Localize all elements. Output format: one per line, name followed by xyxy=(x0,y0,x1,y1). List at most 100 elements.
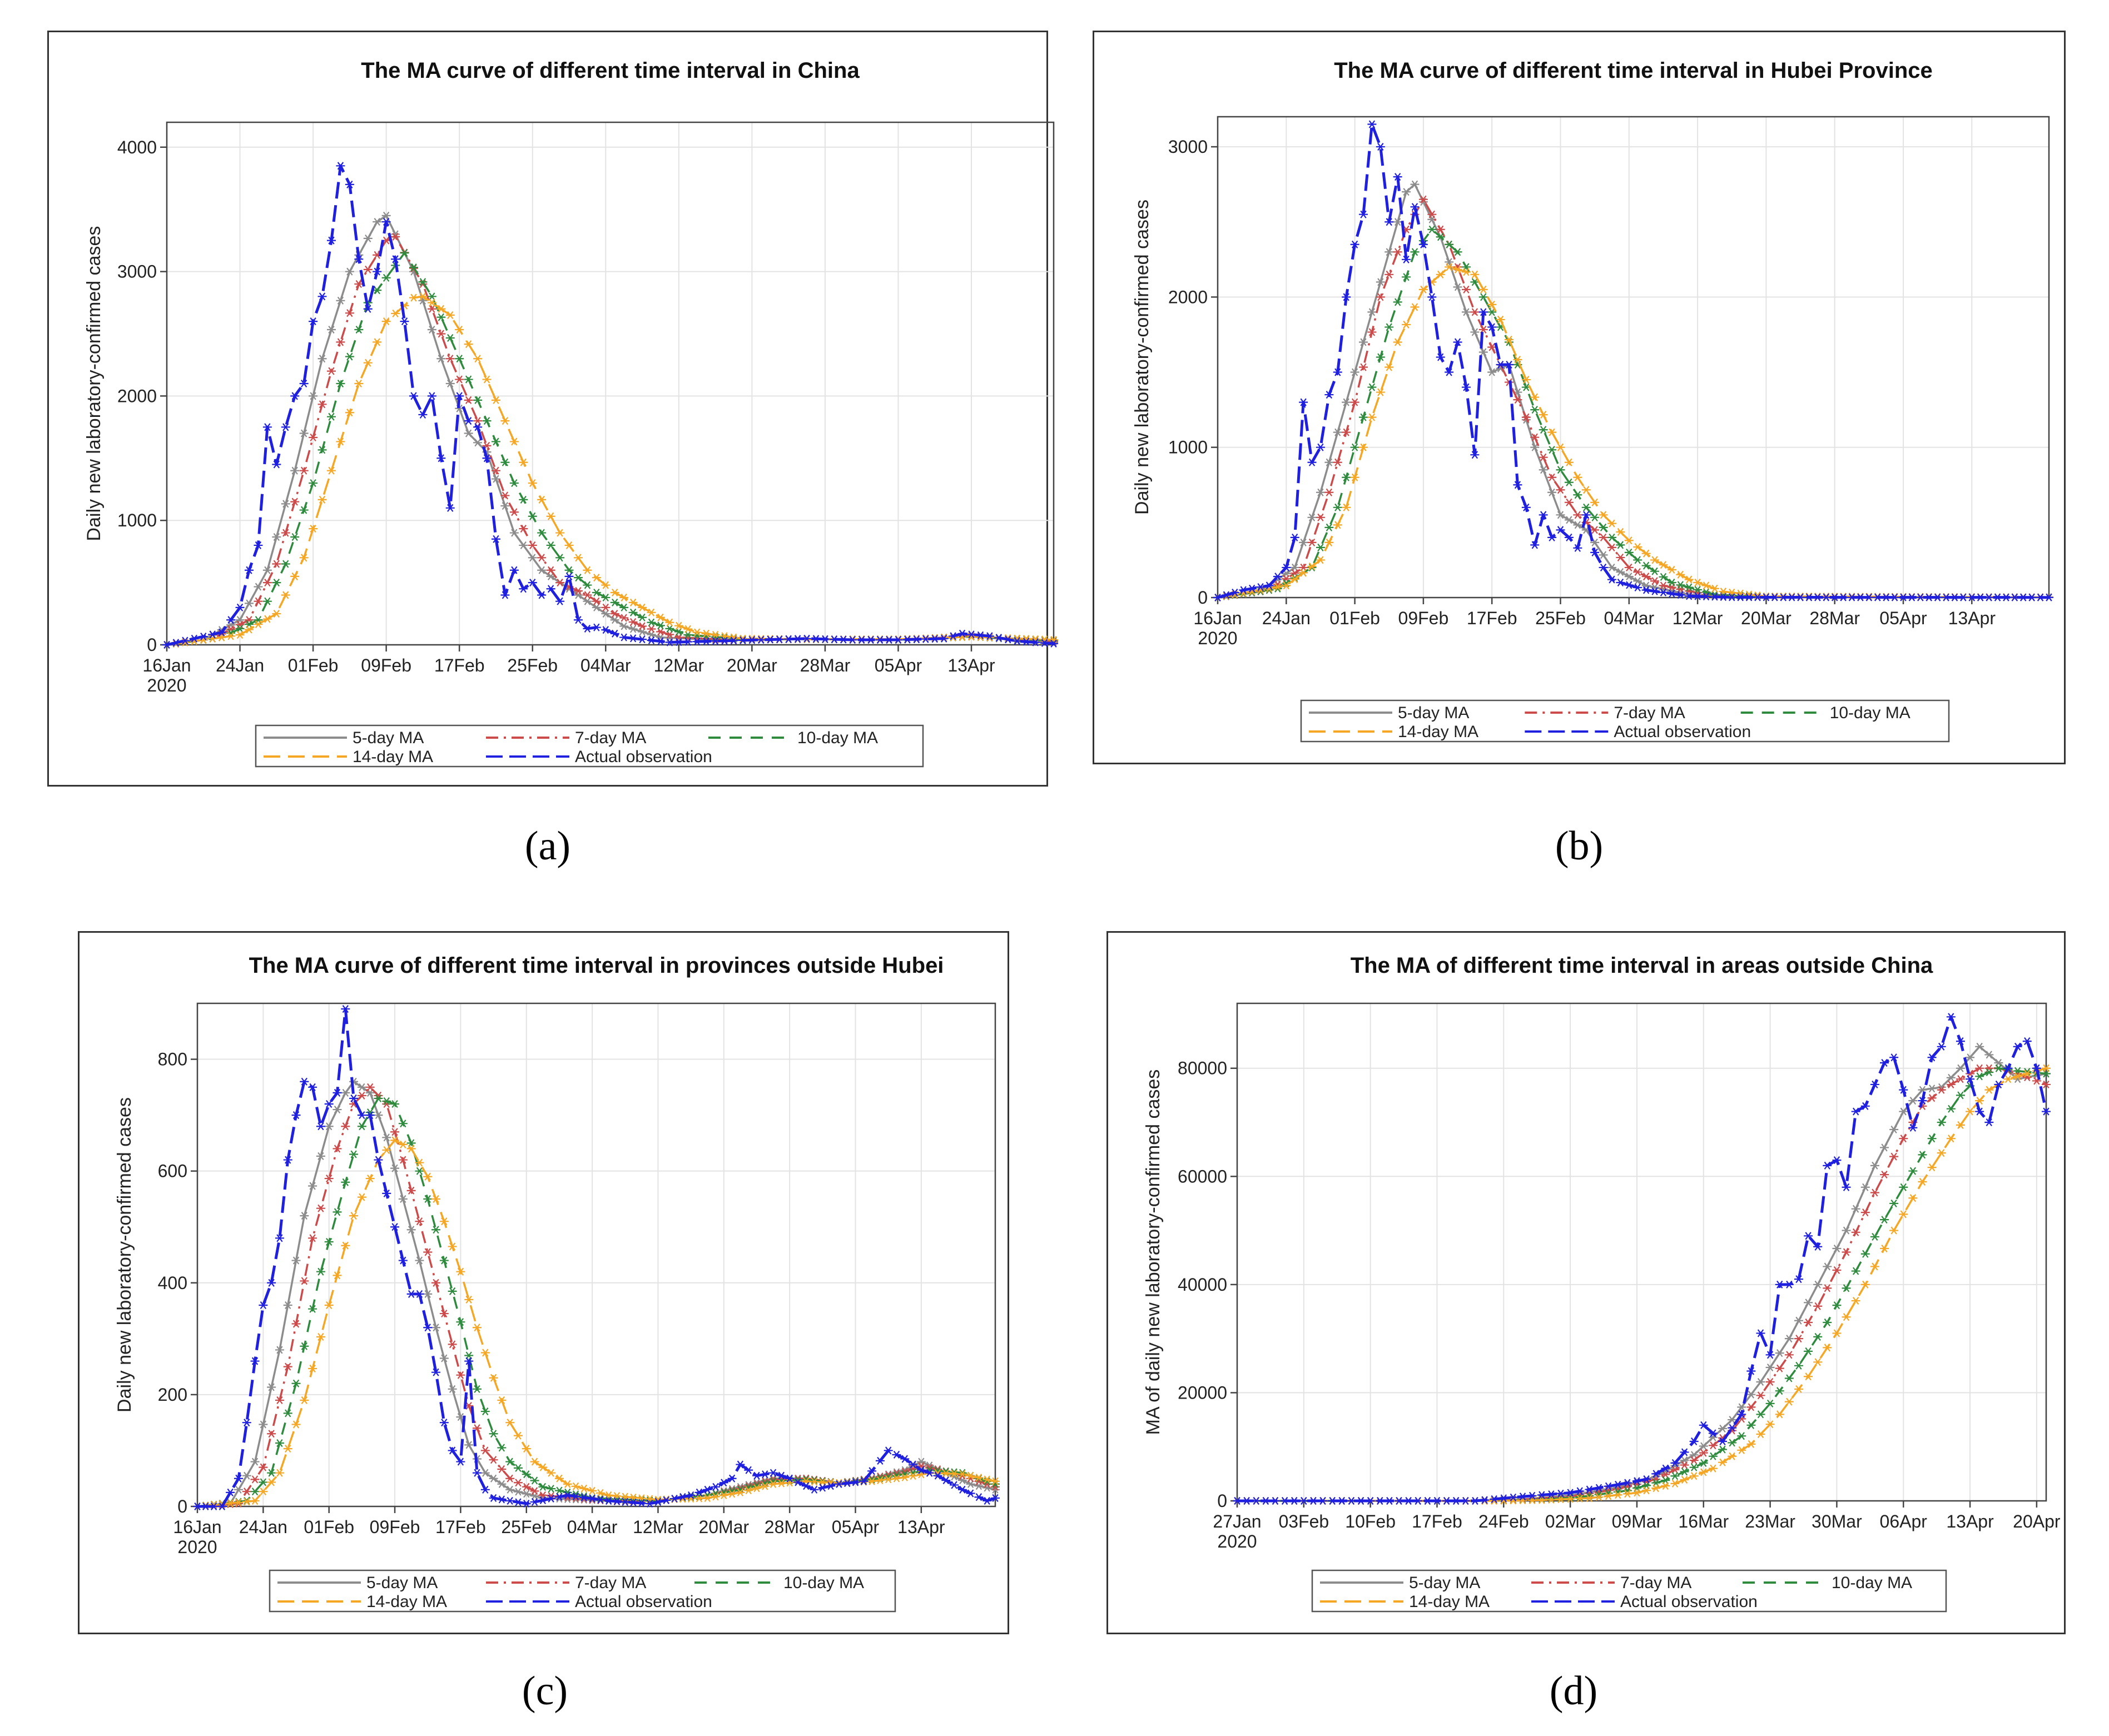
data-point-marker xyxy=(950,1481,959,1489)
data-point-marker xyxy=(1318,1496,1328,1505)
x-tick-label: 24Jan xyxy=(216,655,264,675)
data-point-marker xyxy=(665,618,674,626)
data-point-marker xyxy=(1350,443,1359,451)
data-point-marker xyxy=(455,392,464,400)
x-tick-label: 28Mar xyxy=(800,655,851,675)
data-point-marker xyxy=(283,1445,292,1453)
data-point-marker xyxy=(573,616,583,624)
data-point-marker xyxy=(1359,363,1368,371)
data-point-marker xyxy=(345,180,354,188)
data-point-marker xyxy=(1622,1479,1632,1487)
x-tick-label: 03Feb xyxy=(1278,1511,1329,1531)
data-point-marker xyxy=(262,423,272,431)
y-tick-label: 1000 xyxy=(1168,437,1208,457)
data-point-marker xyxy=(1239,586,1248,594)
data-point-marker xyxy=(1756,1391,1765,1400)
data-point-marker xyxy=(1708,1452,1718,1460)
x-tick-label: 05Apr xyxy=(1879,608,1927,628)
data-point-marker xyxy=(299,466,309,475)
data-point-marker xyxy=(1937,1118,1946,1127)
data-point-marker xyxy=(1367,383,1377,391)
data-point-marker xyxy=(382,1097,391,1106)
y-tick-label: 1000 xyxy=(117,510,157,530)
data-point-marker xyxy=(957,629,967,638)
data-point-marker xyxy=(431,1195,441,1203)
data-point-marker xyxy=(522,1470,531,1479)
data-point-marker xyxy=(571,1482,580,1490)
data-point-marker xyxy=(244,566,254,574)
data-point-marker xyxy=(1573,491,1582,499)
data-point-marker xyxy=(415,1158,424,1167)
data-point-marker xyxy=(275,1469,284,1477)
data-point-marker xyxy=(1233,1496,1242,1505)
data-point-marker xyxy=(381,211,391,220)
y-axis-label: Daily new laboratory-confirmed cases xyxy=(114,1097,135,1412)
y-tick-label: 800 xyxy=(158,1049,187,1070)
data-point-marker xyxy=(333,1271,342,1280)
data-point-marker xyxy=(431,1279,441,1287)
data-point-marker xyxy=(1842,1248,1851,1256)
data-point-marker xyxy=(513,1431,523,1440)
data-point-marker xyxy=(1855,593,1865,601)
data-point-marker xyxy=(1604,1482,1613,1490)
data-point-marker xyxy=(756,635,766,644)
data-point-marker xyxy=(1316,488,1325,496)
data-point-marker xyxy=(1613,1480,1622,1489)
data-point-marker xyxy=(427,392,436,400)
data-point-marker xyxy=(2001,593,2011,601)
y-tick-label: 0 xyxy=(147,635,157,655)
data-point-marker xyxy=(1823,1284,1832,1292)
data-point-marker xyxy=(326,412,336,421)
data-point-marker xyxy=(1299,1496,1308,1505)
data-point-marker xyxy=(480,1446,490,1455)
data-point-marker xyxy=(579,1484,589,1493)
data-point-marker xyxy=(345,352,354,361)
data-point-marker xyxy=(1670,1479,1680,1488)
data-point-marker xyxy=(588,1486,597,1495)
data-point-marker xyxy=(892,1474,901,1483)
data-point-marker xyxy=(390,1136,400,1145)
data-point-marker xyxy=(1661,1464,1670,1473)
data-point-marker xyxy=(647,625,656,633)
data-point-marker xyxy=(1775,1349,1784,1357)
data-point-marker xyxy=(242,1488,251,1496)
data-point-marker xyxy=(1599,511,1608,519)
data-point-marker xyxy=(1699,1442,1708,1450)
data-point-marker xyxy=(1870,1232,1879,1241)
data-point-marker xyxy=(1851,1228,1860,1236)
data-point-marker xyxy=(1689,1472,1699,1480)
data-point-marker xyxy=(727,1474,737,1483)
data-point-marker xyxy=(752,1484,761,1493)
data-point-marker xyxy=(1342,398,1351,406)
data-point-marker xyxy=(1804,1347,1813,1355)
data-point-marker xyxy=(336,437,345,446)
data-point-marker xyxy=(482,417,492,425)
data-point-marker xyxy=(1984,1118,1994,1127)
data-point-marker xyxy=(436,355,446,363)
data-point-marker xyxy=(363,265,373,273)
data-point-marker xyxy=(509,437,519,446)
data-point-marker xyxy=(752,1471,761,1480)
data-point-marker xyxy=(1899,1135,1908,1143)
data-point-marker xyxy=(1376,388,1385,396)
x-tick-label: 17Feb xyxy=(435,1517,486,1537)
data-point-marker xyxy=(1316,513,1325,521)
data-point-marker xyxy=(1342,503,1351,511)
data-point-marker xyxy=(818,1484,827,1492)
data-point-marker xyxy=(480,1349,490,1357)
data-point-marker xyxy=(875,1476,885,1485)
legend-item-label: 14-day MA xyxy=(366,1593,447,1611)
data-point-marker xyxy=(290,392,300,400)
data-point-marker xyxy=(1633,556,1642,564)
data-point-marker xyxy=(1870,1080,1879,1088)
data-point-marker xyxy=(1508,1493,1518,1501)
data-point-marker xyxy=(703,1494,712,1502)
data-point-marker xyxy=(933,1471,942,1480)
data-point-marker xyxy=(1599,523,1608,531)
data-point-marker xyxy=(299,429,309,437)
y-tick-label: 0 xyxy=(177,1496,187,1516)
data-point-marker xyxy=(1994,1064,2003,1072)
data-point-marker xyxy=(564,572,574,580)
data-point-marker xyxy=(324,1237,334,1246)
data-point-marker xyxy=(1624,563,1634,571)
